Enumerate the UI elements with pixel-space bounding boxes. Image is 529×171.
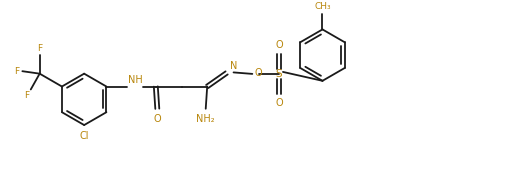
Text: F: F bbox=[37, 44, 42, 53]
Text: O: O bbox=[275, 40, 283, 50]
Text: N: N bbox=[230, 61, 237, 71]
Text: O: O bbox=[254, 68, 262, 78]
Text: O: O bbox=[153, 114, 161, 124]
Text: O: O bbox=[275, 98, 283, 108]
Text: F: F bbox=[14, 67, 20, 76]
Text: S: S bbox=[276, 69, 282, 79]
Text: CH₃: CH₃ bbox=[314, 2, 331, 11]
Text: F: F bbox=[24, 91, 29, 100]
Text: NH₂: NH₂ bbox=[196, 114, 215, 124]
Text: Cl: Cl bbox=[79, 131, 89, 141]
Text: NH: NH bbox=[128, 75, 143, 84]
